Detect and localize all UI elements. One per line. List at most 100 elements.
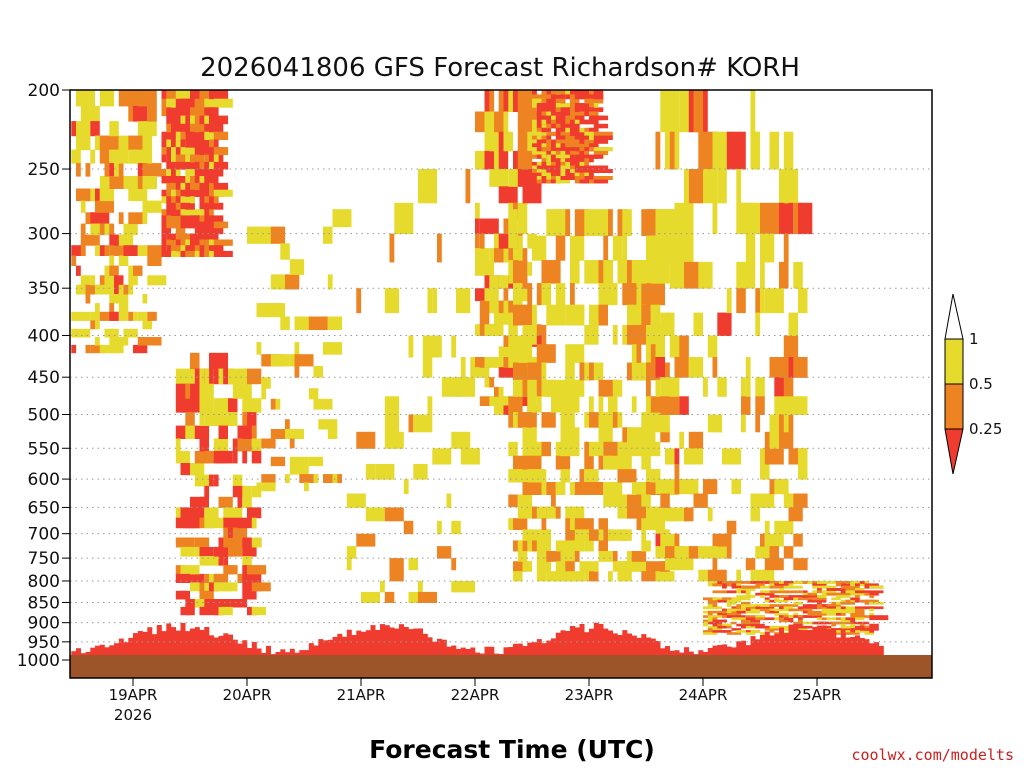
boundary-layer-cell (171, 627, 176, 655)
heatmap-cell (817, 588, 822, 591)
heatmap-cell (712, 617, 718, 621)
heatmap-cell (199, 590, 214, 600)
x-axis-label: Forecast Time (UTC) (369, 735, 655, 764)
boundary-layer-cell (80, 653, 86, 655)
heatmap-cell (513, 90, 523, 112)
heatmap-cell (513, 335, 518, 347)
heatmap-cell (327, 316, 343, 330)
boundary-layer-cell (546, 640, 552, 655)
heatmap-cell (570, 235, 585, 261)
heatmap-cell (802, 608, 813, 612)
heatmap-cell (475, 248, 490, 263)
heatmap-cell (584, 111, 590, 117)
heatmap-cell (204, 573, 210, 583)
heatmap-cell (123, 328, 138, 338)
heatmap-cell (589, 396, 594, 413)
boundary-layer-cell (403, 627, 409, 655)
heatmap-cell (826, 592, 836, 596)
heatmap-cell (869, 585, 884, 589)
heatmap-cell (579, 90, 594, 95)
heatmap-cell (527, 150, 533, 170)
heatmap-cell (703, 606, 722, 610)
heatmap-cell (703, 623, 708, 627)
heatmap-cell (798, 448, 808, 465)
heatmap-cell (185, 202, 195, 210)
heatmap-cell (750, 131, 760, 170)
heatmap-cell (427, 396, 433, 415)
boundary-layer-cell (475, 652, 480, 655)
heatmap-cell (627, 506, 646, 519)
y-tick-label: 700 (28, 525, 60, 545)
heatmap-cell (650, 304, 661, 326)
heatmap-cell (247, 507, 262, 519)
heatmap-cell (194, 425, 210, 439)
heatmap-cell (166, 139, 172, 148)
heatmap-cell (104, 223, 110, 236)
heatmap-cell (836, 608, 855, 612)
x-tick-label: 21APR (337, 686, 386, 704)
heatmap-cell (812, 590, 818, 594)
heatmap-cell (741, 621, 760, 625)
heatmap-cell (541, 412, 556, 428)
heatmap-cell (76, 284, 86, 295)
heatmap-cell (551, 158, 561, 163)
heatmap-cell (147, 245, 162, 256)
heatmap-cell (855, 599, 860, 603)
heatmap-cell (546, 379, 556, 397)
heatmap-cell (646, 260, 651, 284)
heatmap-cell (598, 529, 604, 541)
heatmap-cell (109, 265, 119, 276)
heatmap-cell (560, 143, 566, 148)
boundary-layer-cell (788, 624, 794, 655)
heatmap-cell (788, 608, 808, 612)
heatmap-cell (218, 606, 233, 616)
heatmap-cell (532, 135, 542, 140)
heatmap-cell (560, 482, 566, 495)
boundary-layer-cell (299, 650, 305, 655)
boundary-layer-cell (503, 647, 509, 655)
heatmap-cell (717, 533, 732, 547)
heatmap-cell (598, 482, 604, 495)
heatmap-cell (494, 111, 504, 133)
heatmap-cell (674, 558, 694, 571)
heatmap-cell (199, 546, 214, 557)
heatmap-cell (204, 131, 219, 140)
heatmap-cell (166, 209, 172, 216)
heatmap-cell (603, 427, 609, 443)
heatmap-cell (508, 260, 514, 284)
boundary-layer-cell (71, 651, 77, 655)
heatmap-cell (731, 606, 741, 610)
heatmap-cell (560, 161, 566, 166)
heatmap-cell (498, 186, 518, 204)
heatmap-cell (180, 565, 190, 575)
heatmap-cell (741, 414, 746, 433)
heatmap-cell (855, 590, 870, 594)
heatmap-cell (498, 346, 513, 358)
heatmap-cell (579, 561, 594, 572)
boundary-layer-cell (237, 643, 243, 655)
heatmap-cell (232, 527, 248, 538)
heatmap-cell (437, 520, 442, 535)
heatmap-cell (76, 90, 95, 107)
heatmap-cell (190, 98, 195, 108)
heatmap-cell (707, 507, 713, 522)
heatmap-cell (180, 131, 186, 140)
heatmap-cell (109, 255, 115, 266)
heatmap-cell (365, 507, 385, 522)
heatmap-cell (213, 196, 219, 204)
boundary-layer-cell (674, 650, 680, 655)
heatmap-cell (589, 98, 604, 104)
heatmap-cell (384, 431, 404, 449)
heatmap-cell (541, 98, 551, 104)
heatmap-cell (266, 438, 276, 449)
heatmap-cell (693, 312, 703, 336)
boundary-layer-cell (123, 642, 129, 655)
boundary-layer-cell (498, 654, 504, 655)
heatmap-cell (422, 357, 433, 378)
heatmap-cell (783, 233, 789, 263)
heatmap-cell (142, 294, 148, 304)
heatmap-cell (332, 474, 338, 483)
heatmap-cell (560, 107, 570, 112)
heatmap-cell (655, 131, 661, 170)
heatmap-cell (845, 632, 860, 635)
